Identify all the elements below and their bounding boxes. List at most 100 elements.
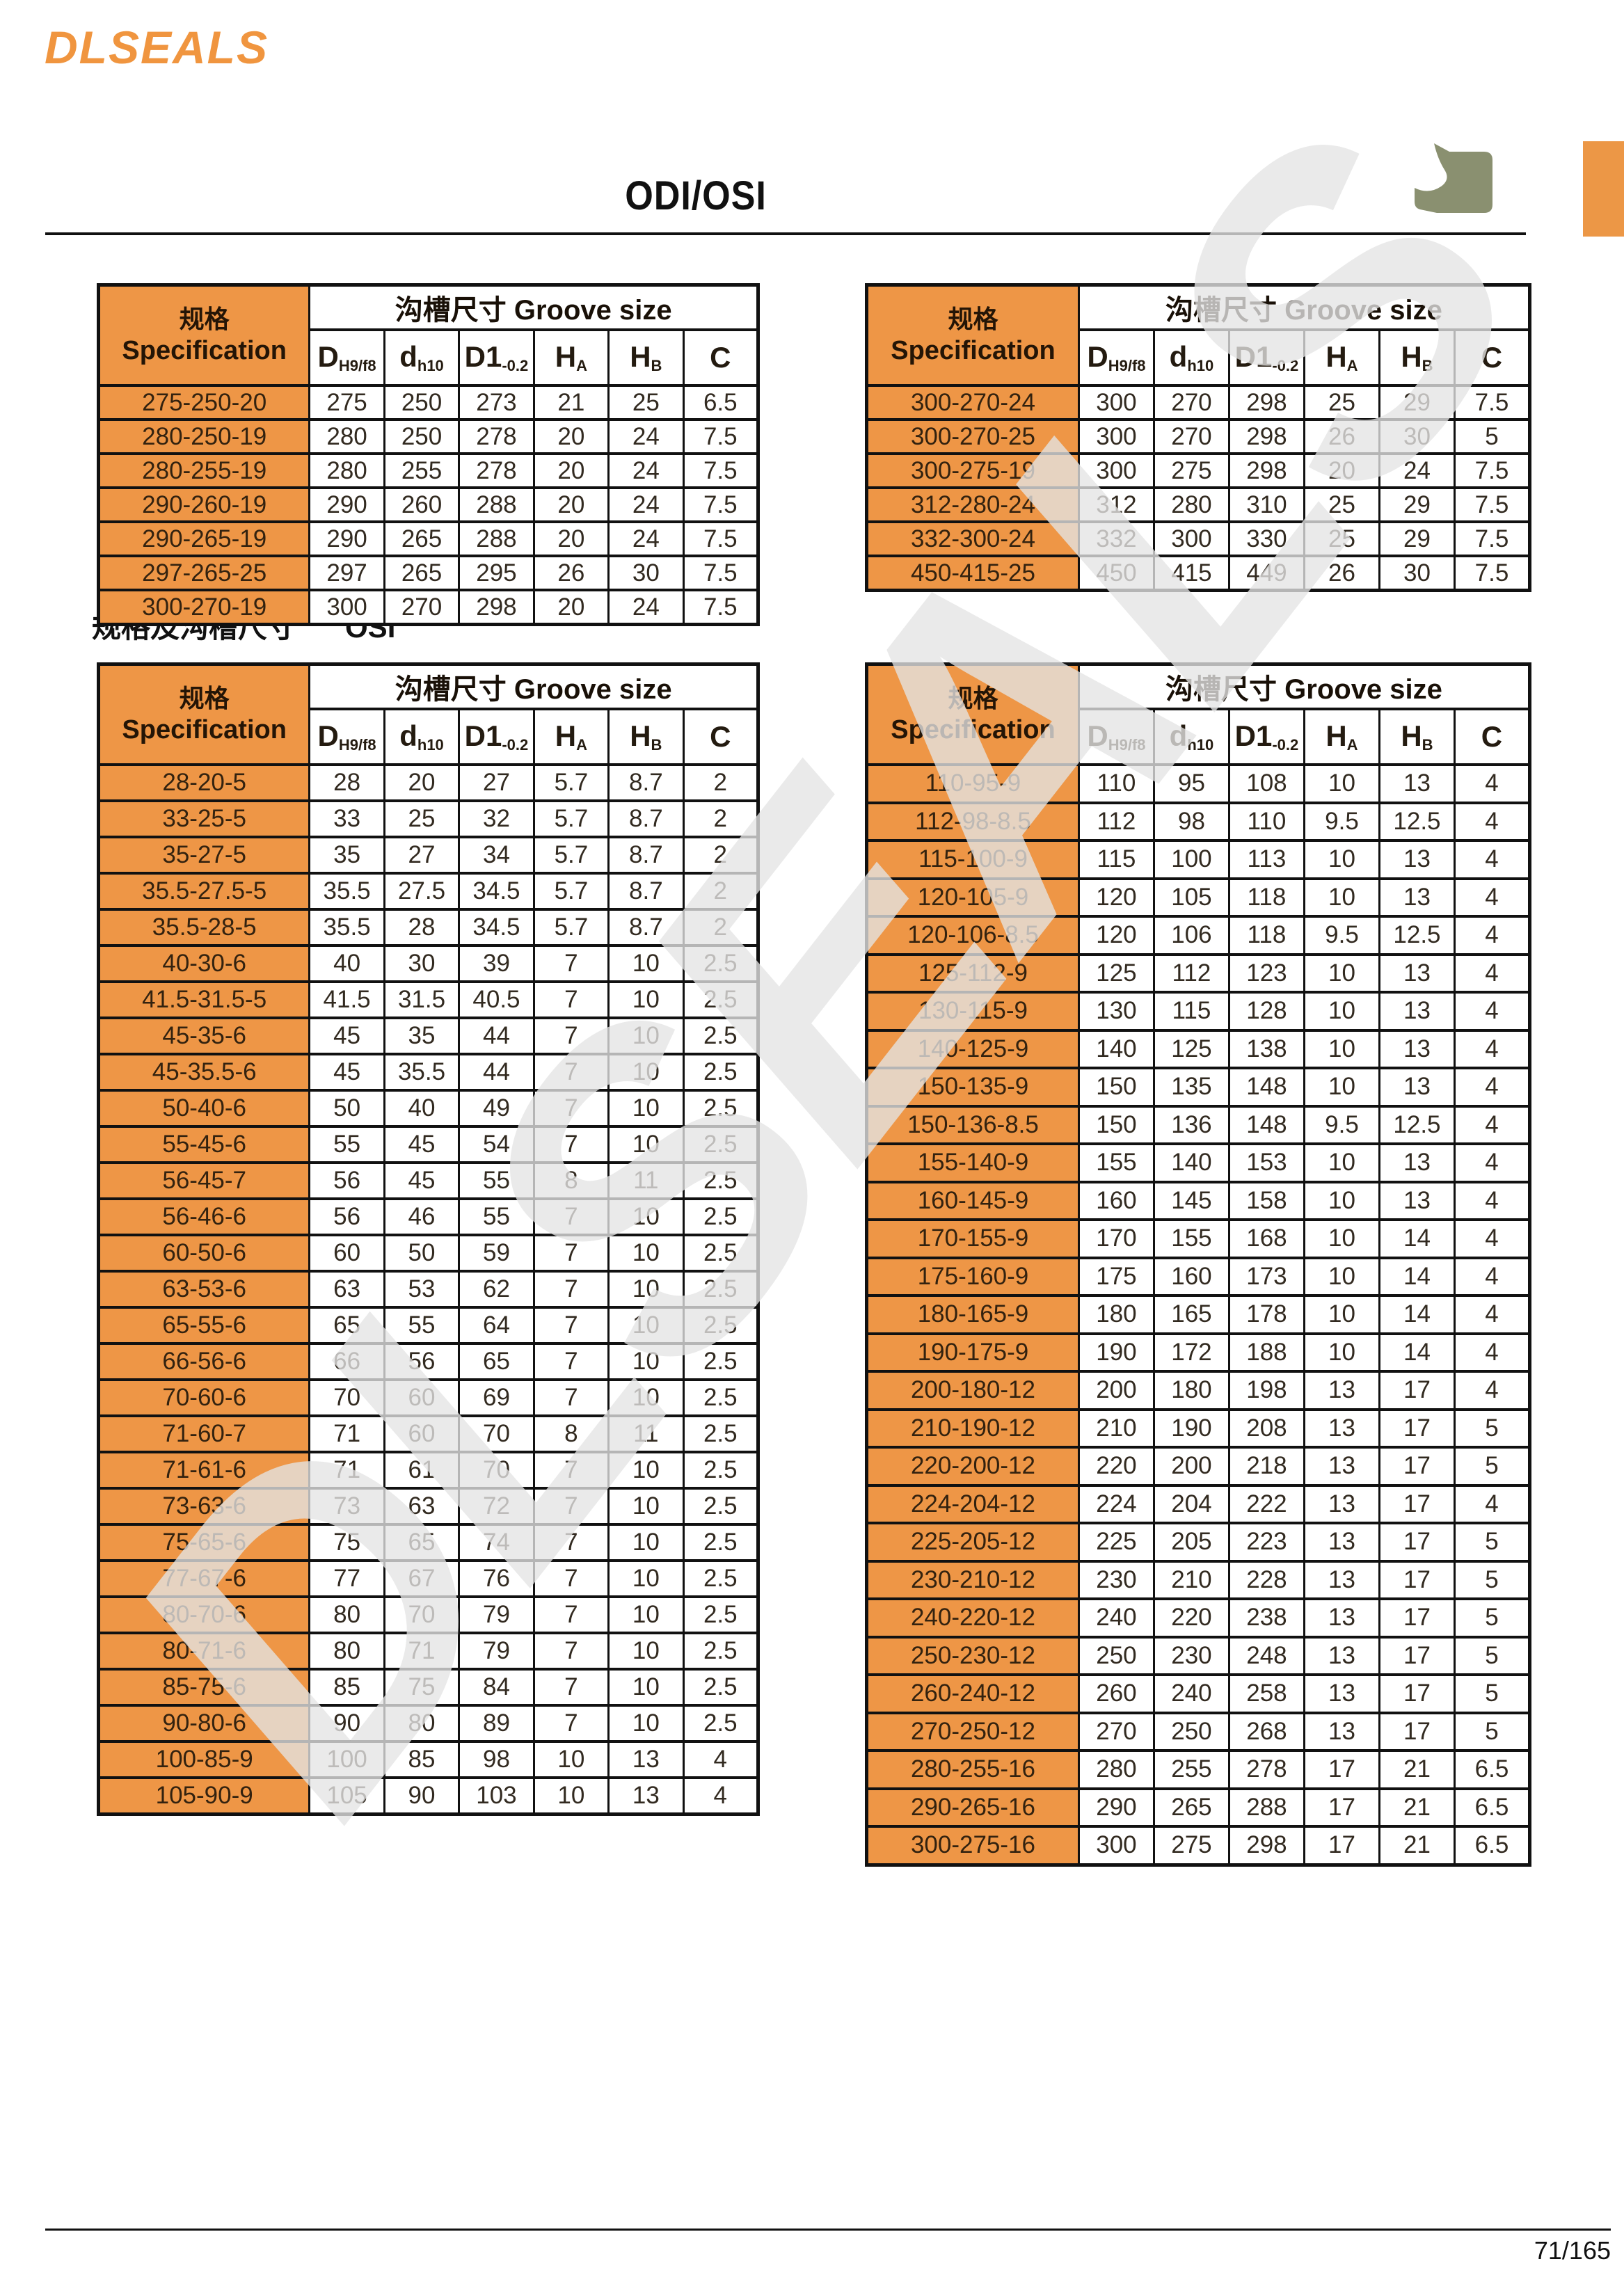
value-cell: 35.5 [308, 908, 385, 947]
dimension-header: dh10 [383, 708, 461, 766]
spec-cell: 300-270-24 [866, 384, 1080, 421]
spec-cell: 275-250-20 [97, 384, 311, 421]
dimension-tolerance: -0.2 [502, 736, 529, 754]
value-cell: 115 [1077, 839, 1155, 880]
value-cell: 250 [1077, 1635, 1155, 1676]
value-cell: 14 [1378, 1218, 1456, 1259]
spec-cell: 45-35-6 [97, 1017, 311, 1055]
value-cell: 6.5 [1453, 1749, 1531, 1790]
dimension-symbol: C [1481, 720, 1503, 753]
spec-cell: 225-205-12 [866, 1522, 1080, 1563]
dimension-symbol: D1 [1234, 719, 1273, 752]
spec-cell: 230-210-12 [866, 1559, 1080, 1600]
spec-cell: 300-270-25 [866, 418, 1080, 455]
value-cell: 44 [458, 1053, 535, 1092]
value-cell: 2.5 [682, 1270, 760, 1309]
value-cell: 10 [607, 1125, 685, 1164]
spec-cell: 300-275-16 [866, 1825, 1080, 1866]
value-cell: 10 [1303, 763, 1380, 804]
spec-cell: 63-53-6 [97, 1270, 311, 1309]
spec-cell: 35.5-28-5 [97, 908, 311, 947]
value-cell: 10 [607, 1089, 685, 1128]
corner-accent-bar [1583, 141, 1624, 237]
value-cell: 67 [383, 1559, 461, 1598]
value-cell: 14 [1378, 1294, 1456, 1335]
value-cell: 112 [1077, 801, 1155, 842]
value-cell: 2.5 [682, 1523, 760, 1562]
spec-cell: 56-45-7 [97, 1161, 311, 1200]
value-cell: 45 [308, 1017, 385, 1055]
table-row: 120-105-9 120 105 118 10 13 4 [866, 877, 1531, 918]
dimension-tolerance: H9/f8 [1108, 736, 1146, 754]
value-cell: 65 [458, 1342, 535, 1381]
spec-cell: 35.5-27.5-5 [97, 872, 311, 911]
table-row: 125-112-9 125 112 123 10 13 4 [866, 952, 1531, 994]
value-cell: 310 [1227, 486, 1305, 523]
table-row: 90-80-6 90 80 89 7 10 2.5 [97, 1704, 760, 1743]
spec-cell: 280-255-16 [866, 1749, 1080, 1790]
table-body: 28-20-5 28 20 27 5.7 8.7 2 33-25-5 33 25 32 5.7 8.7 2… [97, 763, 760, 1816]
table-row: 270-250-12 270 250 268 13 17 5 [866, 1711, 1531, 1752]
table-row: 65-55-6 65 55 64 7 10 2.5 [97, 1306, 760, 1345]
value-cell: 71 [308, 1414, 385, 1453]
value-cell: 128 [1227, 991, 1305, 1032]
header-row-dimensions: DH9/f8 dh10 D1-0.2 HA HB C [99, 708, 760, 766]
value-cell: 11 [607, 1161, 685, 1200]
spec-cell: 280-255-19 [97, 452, 311, 489]
table-row: 190-175-9 190 172 188 10 14 4 [866, 1332, 1531, 1373]
value-cell: 35.5 [383, 1053, 461, 1092]
value-cell: 17 [1378, 1673, 1456, 1714]
spec-cell: 290-265-19 [97, 520, 311, 557]
value-cell: 7 [532, 1270, 610, 1309]
value-cell: 5 [1453, 1597, 1531, 1639]
value-cell: 11 [607, 1414, 685, 1453]
value-cell: 24 [607, 520, 685, 557]
dimension-header: DH9/f8 [308, 328, 385, 387]
spec-cell: 70-60-6 [97, 1378, 311, 1417]
value-cell: 10 [532, 1776, 610, 1816]
table-row: 155-140-9 155 140 153 10 13 4 [866, 1142, 1531, 1183]
value-cell: 10 [607, 1451, 685, 1490]
value-cell: 17 [1378, 1446, 1456, 1487]
dimension-header: HB [607, 328, 685, 387]
value-cell: 4 [1453, 1370, 1531, 1411]
value-cell: 125 [1077, 952, 1155, 994]
header-row-groove: 规格 Specification 沟槽尺寸 Groove size [866, 662, 1531, 766]
value-cell: 30 [1378, 418, 1456, 455]
value-cell: 218 [1227, 1446, 1305, 1487]
value-cell: 5.7 [532, 836, 610, 875]
header-row-dimensions: DH9/f8 dh10 D1-0.2 HA HB C [99, 328, 760, 387]
value-cell: 190 [1152, 1408, 1230, 1449]
value-cell: 270 [383, 589, 461, 626]
value-cell: 50 [383, 1234, 461, 1273]
value-cell: 2.5 [682, 1378, 760, 1417]
value-cell: 70 [308, 1378, 385, 1417]
table-row: 280-255-16 280 255 278 17 21 6.5 [866, 1749, 1531, 1790]
spec-table: 规格 Specification 沟槽尺寸 Groove size DH9/f8 dh1… [865, 662, 1531, 1867]
value-cell: 10 [1303, 877, 1380, 918]
title-divider [45, 232, 1526, 235]
value-cell: 7 [532, 1451, 610, 1490]
table-row: 300-270-19 300 270 298 20 24 7.5 [97, 589, 760, 626]
value-cell: 21 [1378, 1787, 1456, 1828]
value-cell: 75 [383, 1668, 461, 1707]
spec-header-en: Specification [122, 715, 287, 744]
value-cell: 40 [308, 944, 385, 983]
table-row: 300-270-25 300 270 298 26 30 5 [866, 418, 1531, 455]
spec-cell: 210-190-12 [866, 1408, 1080, 1449]
dimension-header: C [682, 328, 760, 387]
value-cell: 17 [1378, 1559, 1456, 1600]
value-cell: 13 [607, 1740, 685, 1779]
value-cell: 300 [1077, 1825, 1155, 1866]
spec-cell: 100-85-9 [97, 1740, 311, 1779]
table-row: 110-95-9 110 95 108 10 13 4 [866, 763, 1531, 804]
dimension-tolerance: B [1422, 736, 1433, 754]
spec-header-zh: 规格 [948, 683, 998, 712]
value-cell: 60 [383, 1414, 461, 1453]
table-row: 250-230-12 250 230 248 13 17 5 [866, 1635, 1531, 1676]
value-cell: 54 [458, 1125, 535, 1164]
value-cell: 10 [1303, 1256, 1380, 1297]
value-cell: 20 [532, 418, 610, 455]
value-cell: 10 [607, 1668, 685, 1707]
value-cell: 7 [532, 1053, 610, 1092]
